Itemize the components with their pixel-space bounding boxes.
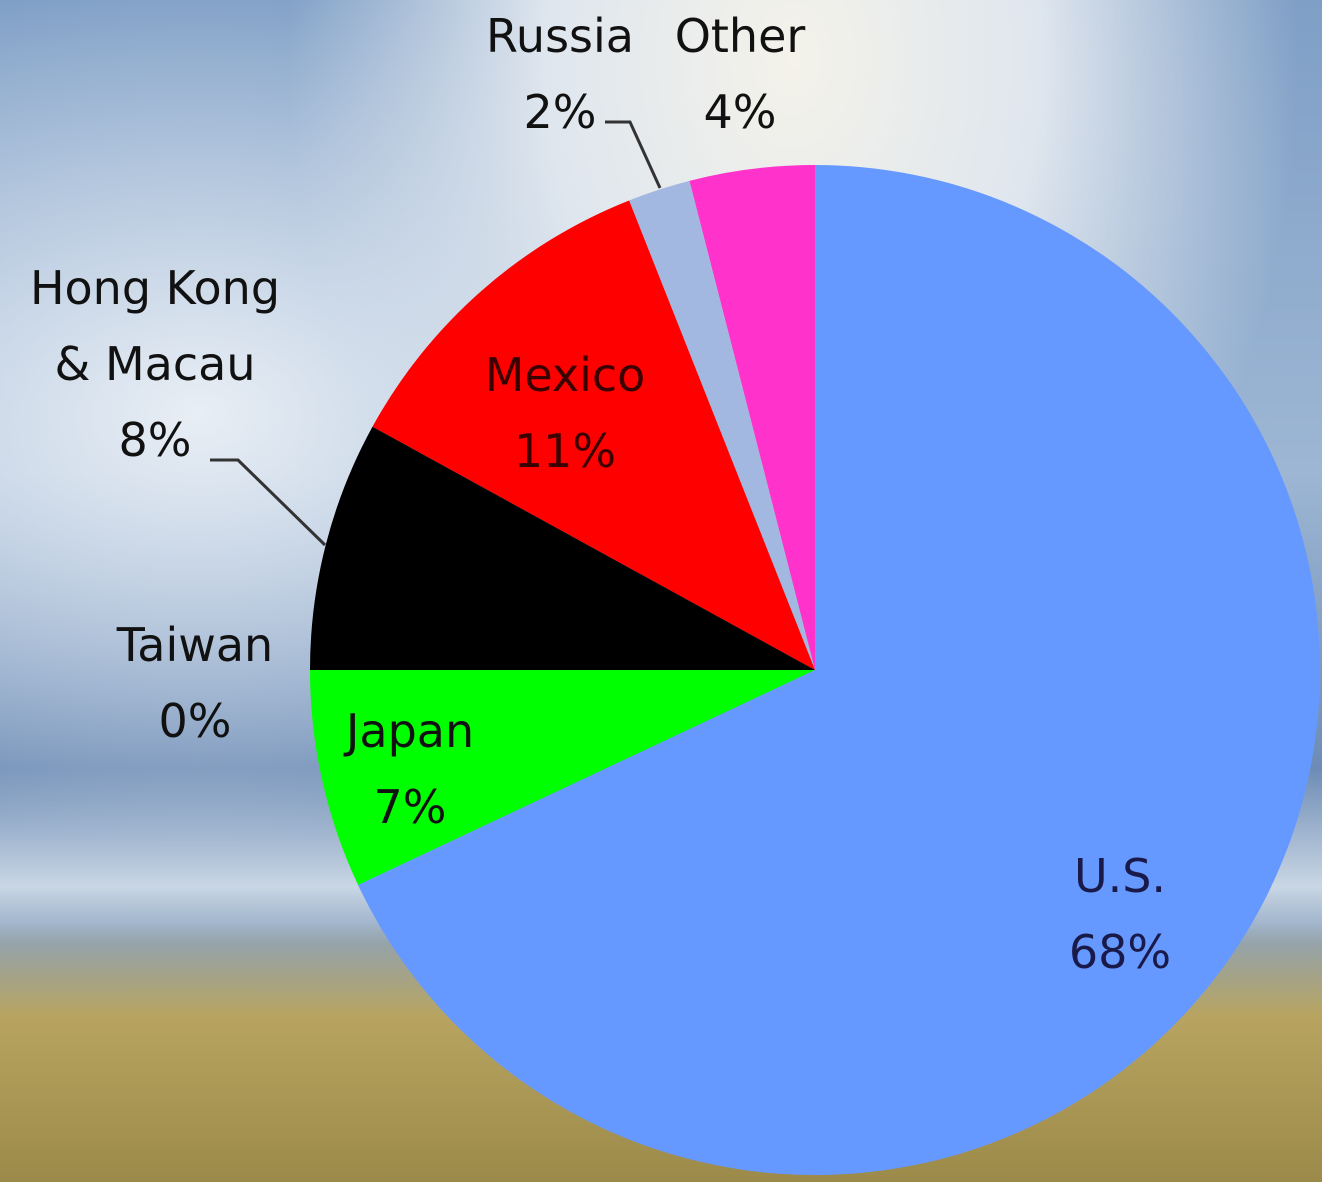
pie-slice	[310, 426, 815, 670]
value-label: 68%	[1068, 925, 1172, 979]
value-label: 0%	[158, 694, 232, 748]
slice-label: Other 4%	[640, 0, 840, 150]
pie-slice	[310, 670, 815, 886]
value-label: 8%	[118, 413, 192, 467]
category-name: Japan	[345, 704, 475, 758]
value-label: 7%	[373, 780, 447, 834]
leader-line	[605, 120, 662, 189]
category-name: Taiwan	[116, 618, 274, 672]
slice-label: Japan 7%	[280, 693, 540, 845]
slice-label: Russia 2%	[460, 0, 660, 150]
slice-label: U.S. 68%	[970, 838, 1270, 990]
category-name: Mexico	[484, 348, 646, 402]
slice-label: Hong Kong & Macau 8%	[5, 250, 305, 478]
value-label: 2%	[523, 85, 597, 139]
pie-slice	[689, 165, 815, 670]
leader-line	[210, 458, 327, 547]
pie-slice	[372, 200, 815, 670]
value-label: 4%	[703, 85, 777, 139]
value-label: 11%	[513, 424, 617, 478]
pie-slice	[629, 180, 815, 670]
category-name: U.S.	[1073, 849, 1167, 903]
category-name: Other	[674, 9, 806, 63]
slice-label: Taiwan 0%	[65, 607, 325, 759]
category-name: Hong Kong & Macau	[29, 261, 281, 391]
pie-slice	[358, 165, 1320, 1175]
category-name: Russia	[486, 9, 634, 63]
slice-label: Mexico 11%	[415, 337, 715, 489]
